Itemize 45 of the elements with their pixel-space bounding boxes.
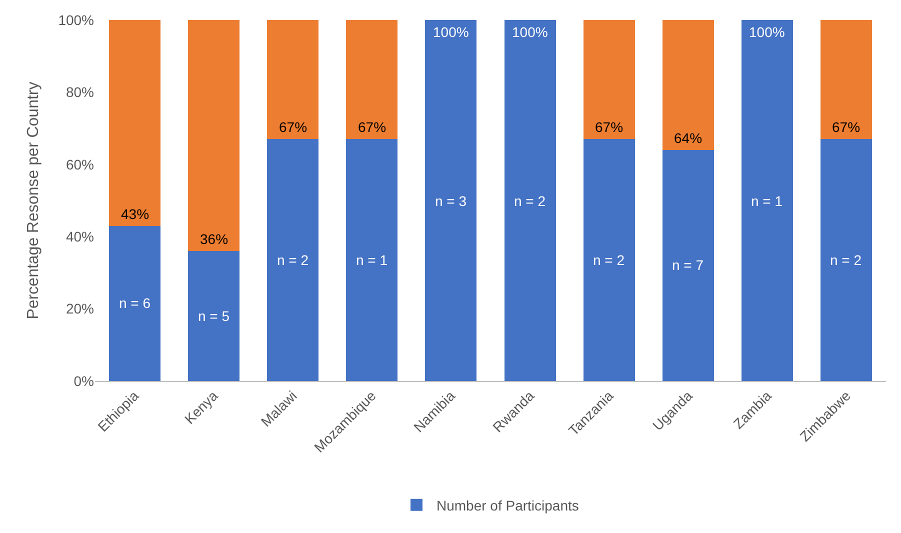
data-label: 100% bbox=[749, 24, 785, 40]
bar bbox=[583, 20, 635, 140]
annotation: n = 6 bbox=[119, 295, 151, 311]
y-tick-label: 0% bbox=[74, 372, 94, 389]
bar bbox=[108, 226, 160, 381]
data-label: 67% bbox=[832, 119, 860, 135]
annotation: n = 2 bbox=[277, 252, 309, 268]
bar bbox=[346, 139, 398, 381]
y-tick-label: 80% bbox=[66, 84, 94, 100]
y-tick-label: 20% bbox=[66, 300, 94, 317]
data-label: 67% bbox=[279, 119, 308, 135]
y-tick-label: 40% bbox=[66, 228, 94, 244]
y-tick-label: 100% bbox=[58, 12, 94, 28]
annotation: n = 1 bbox=[356, 252, 388, 268]
annotation: n = 1 bbox=[751, 193, 783, 209]
bar bbox=[346, 20, 398, 140]
bar bbox=[742, 20, 794, 381]
bar bbox=[425, 20, 477, 381]
data-label: 100% bbox=[433, 24, 469, 40]
bar bbox=[820, 20, 872, 140]
bar bbox=[188, 251, 240, 381]
data-label: 67% bbox=[358, 119, 386, 135]
y-tick-label: 60% bbox=[66, 156, 94, 172]
data-label: 43% bbox=[121, 206, 150, 222]
data-label: 67% bbox=[595, 119, 624, 135]
bar bbox=[267, 20, 318, 140]
data-label: 64% bbox=[674, 130, 702, 146]
data-label: 100% bbox=[512, 24, 548, 40]
bar bbox=[662, 20, 714, 150]
annotation: n = 5 bbox=[198, 308, 230, 324]
bar bbox=[188, 20, 240, 252]
bar bbox=[820, 139, 872, 381]
bar bbox=[267, 139, 318, 381]
bar bbox=[662, 150, 714, 381]
annotation: n = 7 bbox=[672, 257, 704, 273]
bar bbox=[583, 139, 635, 381]
y-axis-title: Percentage Resonse per Country bbox=[25, 82, 42, 320]
bar bbox=[504, 20, 556, 381]
annotation: n = 2 bbox=[514, 193, 546, 209]
annotation: n = 3 bbox=[435, 193, 467, 209]
legend-label: Number of Participants bbox=[436, 497, 579, 514]
data-label: 36% bbox=[200, 231, 228, 247]
bar bbox=[108, 20, 160, 226]
annotation: n = 2 bbox=[830, 252, 862, 268]
annotation: n = 2 bbox=[593, 252, 625, 268]
